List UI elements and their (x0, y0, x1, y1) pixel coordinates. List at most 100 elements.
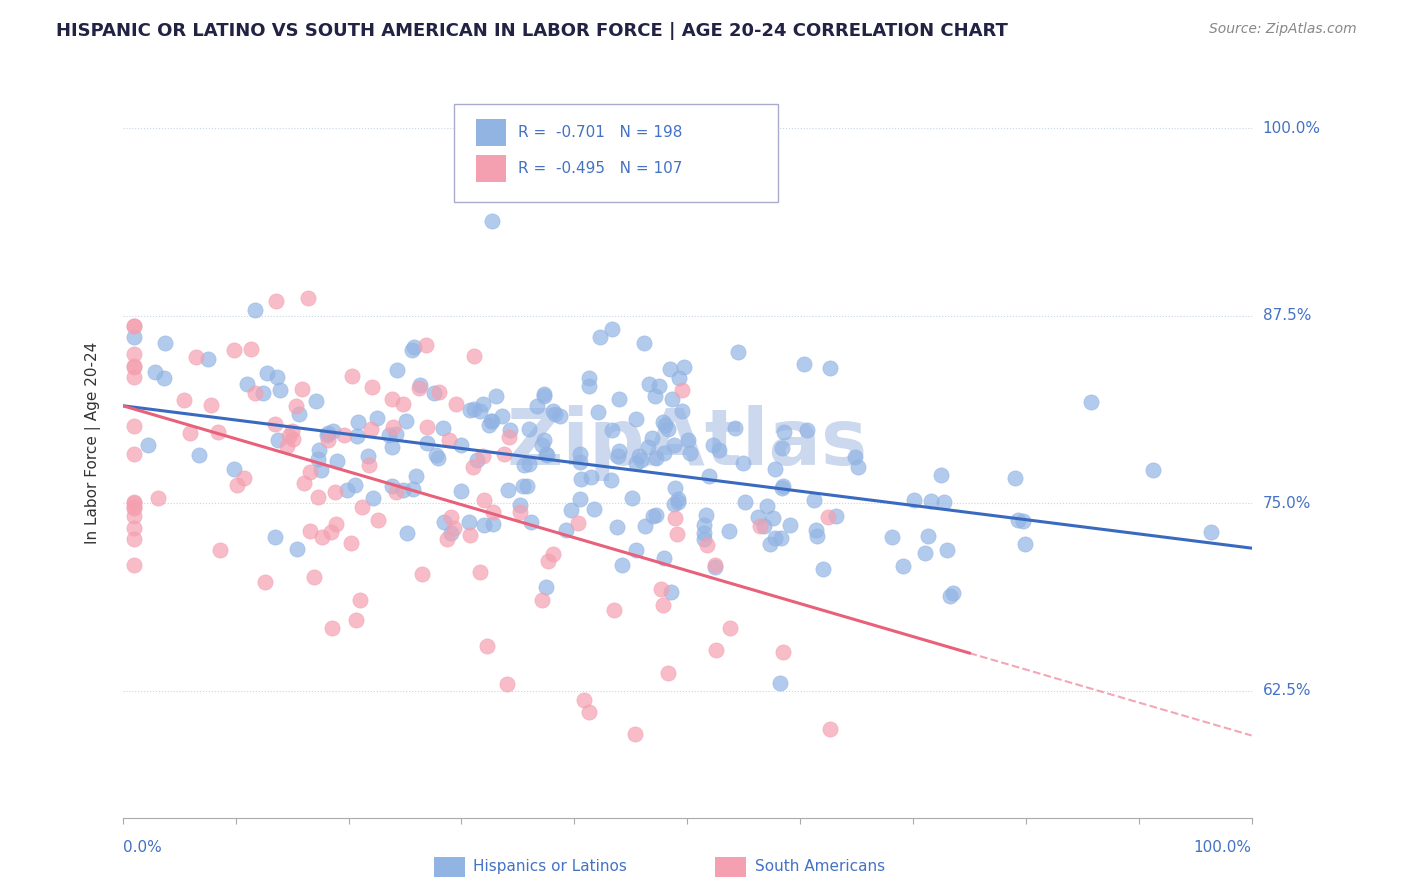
Point (666, 491, 689, 506)
Point (624, 412, 647, 426)
Point (308, 442, 330, 457)
Point (536, 448, 558, 462)
Point (136, 438, 159, 452)
Point (427, 450, 450, 465)
Point (516, 479, 538, 493)
Point (360, 422, 382, 436)
Point (748, 518, 770, 533)
Point (436, 532, 458, 546)
Point (627, 449, 650, 463)
Point (652, 551, 675, 566)
Point (252, 386, 274, 401)
Point (440, 509, 463, 524)
Point (624, 542, 647, 557)
Point (240, 342, 263, 356)
Point (600, 322, 623, 336)
Point (638, 376, 661, 391)
Point (697, 469, 720, 483)
Point (360, 379, 382, 393)
Point (307, 490, 329, 504)
Point (491, 409, 513, 423)
Point (772, 425, 794, 439)
Point (709, 443, 731, 458)
Point (671, 404, 693, 418)
Point (824, 508, 846, 523)
Point (315, 428, 337, 442)
Point (179, 426, 201, 441)
Point (416, 436, 439, 450)
Point (396, 525, 419, 540)
Point (935, 543, 957, 558)
Point (122, 318, 145, 333)
Point (224, 343, 246, 357)
Point (620, 491, 643, 505)
Point (381, 441, 404, 455)
Point (752, 519, 775, 533)
Point (450, 437, 472, 451)
Point (1014, 536, 1036, 550)
Y-axis label: In Labor Force | Age 20-24: In Labor Force | Age 20-24 (86, 343, 101, 544)
Text: South Americans: South Americans (755, 860, 884, 874)
Point (606, 449, 628, 463)
Point (533, 389, 555, 403)
Point (769, 676, 792, 690)
Point (458, 403, 481, 417)
Point (654, 418, 676, 433)
Point (848, 460, 870, 475)
Point (411, 567, 433, 582)
Point (152, 371, 174, 385)
Point (747, 510, 769, 524)
Point (668, 371, 690, 385)
Point (471, 449, 494, 463)
Point (509, 499, 531, 513)
Point (652, 416, 675, 430)
Point (291, 383, 314, 397)
Point (122, 359, 145, 373)
Point (914, 546, 936, 560)
Point (917, 529, 939, 543)
Point (526, 399, 548, 413)
Point (122, 369, 145, 384)
Point (472, 518, 495, 533)
Point (463, 401, 485, 416)
Point (602, 602, 624, 616)
Point (661, 392, 683, 406)
Point (569, 472, 592, 486)
Point (806, 529, 828, 543)
Point (1007, 513, 1029, 527)
Point (727, 345, 749, 359)
Point (724, 421, 747, 435)
Point (793, 357, 815, 371)
Point (122, 532, 145, 546)
Point (589, 330, 612, 344)
Point (173, 392, 195, 407)
Point (703, 558, 725, 572)
Point (650, 582, 672, 596)
Point (302, 569, 325, 583)
Point (153, 336, 176, 351)
Point (122, 330, 145, 344)
Point (450, 484, 472, 499)
Point (633, 335, 655, 350)
Point (122, 319, 145, 334)
Point (478, 418, 501, 433)
Point (461, 459, 484, 474)
Point (929, 468, 952, 483)
Point (408, 380, 430, 394)
Point (269, 383, 291, 397)
Point (382, 420, 405, 434)
Point (759, 536, 782, 550)
Point (676, 434, 699, 448)
Point (942, 586, 965, 600)
Point (385, 485, 408, 500)
Point (297, 291, 319, 305)
Point (520, 515, 543, 529)
Point (772, 481, 794, 495)
Point (652, 445, 675, 459)
Point (391, 397, 413, 411)
Point (311, 530, 333, 544)
Point (1142, 463, 1164, 477)
Point (755, 499, 778, 513)
Point (513, 458, 536, 473)
Point (579, 470, 602, 484)
